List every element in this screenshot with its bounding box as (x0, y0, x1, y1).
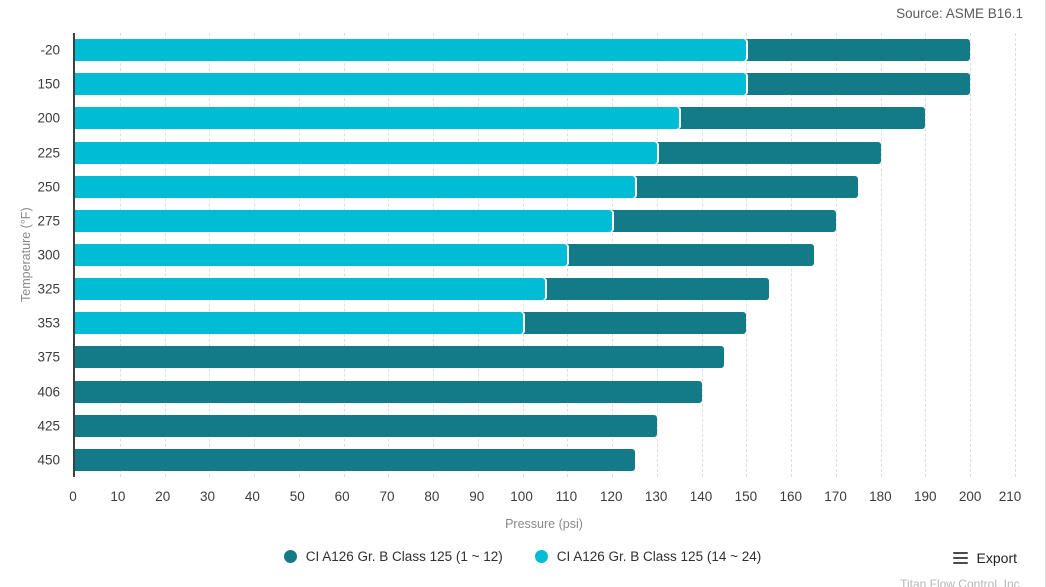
bar-series1-425[interactable] (75, 414, 657, 437)
bar-series2--20[interactable] (75, 39, 747, 62)
x-tick-label: 40 (244, 489, 260, 504)
x-tick-label: 130 (644, 489, 668, 504)
bar-series2-300[interactable] (75, 243, 568, 266)
bar-series2-325[interactable] (75, 278, 545, 301)
y-tick-label: 375 (37, 349, 60, 365)
bar-series2-225[interactable] (75, 141, 657, 164)
x-tick-label: 100 (510, 489, 533, 504)
bar-row-353 (75, 306, 1015, 340)
x-tick-label: 200 (958, 489, 982, 504)
x-tick-label: 0 (69, 489, 77, 504)
y-tick-label: 406 (37, 384, 60, 400)
y-tick-label: 275 (37, 213, 60, 229)
y-tick-label: 300 (37, 247, 60, 263)
y-tick-label: 225 (37, 145, 60, 161)
legend: CI A126 Gr. B Class 125 (1 ~ 12) CI A126 … (0, 549, 1045, 564)
x-tick-label: 160 (779, 489, 802, 504)
bar-row-275 (75, 204, 1015, 238)
x-tick-label: 210 (998, 489, 1022, 504)
x-tick-label: 170 (824, 489, 847, 504)
bar-series1-375[interactable] (75, 346, 725, 369)
x-tick-label: 120 (600, 489, 623, 504)
hamburger-menu-icon (952, 551, 968, 565)
bar-series1-450[interactable] (75, 448, 635, 471)
x-tick-label: 60 (334, 489, 350, 504)
y-tick-label: 150 (37, 76, 60, 92)
bar-series2-150[interactable] (75, 73, 747, 96)
y-tick-label: 250 (37, 179, 60, 195)
legend-item-series2[interactable]: CI A126 Gr. B Class 125 (14 ~ 24) (534, 549, 762, 564)
x-axis-title: Pressure (psi) (505, 517, 583, 531)
bar-row-150 (75, 67, 1015, 101)
x-tick-label: 20 (155, 489, 171, 504)
y-tick-label: 353 (37, 315, 60, 331)
bar-row-450 (75, 443, 1015, 477)
bar-series2-275[interactable] (75, 209, 613, 232)
bar-row-250 (75, 170, 1015, 204)
gridline (880, 33, 882, 477)
bar-row-375 (75, 340, 1015, 374)
x-tick-label: 190 (914, 489, 937, 504)
bar-row-325 (75, 272, 1015, 306)
x-axis-labels: 0 10 20 30 40 50 60 70 80 90 100 110 120 130 140 150 160… (69, 489, 1021, 509)
y-tick-label: -20 (40, 42, 60, 58)
bar-row-225 (75, 135, 1015, 169)
y-axis-labels: -20 150 200 225 250 275 300 325 353 375 406 425 450 (0, 33, 60, 477)
x-tick-label: 110 (555, 489, 578, 504)
bar-row-200 (75, 101, 1015, 135)
legend-label: CI A126 Gr. B Class 125 (1 ~ 12) (305, 549, 503, 564)
legend-label: CI A126 Gr. B Class 125 (14 ~ 24) (556, 549, 762, 564)
bar-row-300 (75, 238, 1015, 272)
x-tick-label: 10 (110, 489, 126, 504)
bar-row--20 (75, 33, 1015, 67)
watermark-credit: Titan Flow Control, Inc. (900, 577, 1023, 587)
y-tick-label: 425 (37, 418, 60, 434)
export-button[interactable]: Export (952, 550, 1017, 566)
legend-marker-icon (534, 550, 548, 563)
gridline (835, 33, 837, 477)
y-tick-label: 450 (37, 452, 60, 468)
y-tick-label: 325 (37, 281, 60, 297)
legend-marker-icon (283, 550, 297, 563)
bar-series2-200[interactable] (75, 107, 680, 130)
bar-series1-406[interactable] (75, 380, 702, 403)
source-label: Source: ASME B16.1 (896, 6, 1023, 21)
bar-series2-353[interactable] (75, 312, 523, 335)
x-tick-label: 180 (869, 489, 892, 504)
y-tick-label: 200 (37, 110, 60, 126)
plot-area (73, 33, 1016, 477)
x-tick-label: 70 (379, 489, 395, 504)
x-tick-label: 150 (734, 489, 758, 504)
gridline (970, 33, 972, 477)
bar-series2-250[interactable] (75, 175, 635, 198)
bar-row-425 (75, 409, 1015, 443)
bar-row-406 (75, 375, 1015, 409)
gridline (925, 33, 927, 477)
gridline (1015, 33, 1016, 477)
x-tick-label: 140 (689, 489, 713, 504)
x-tick-label: 50 (289, 489, 305, 504)
legend-item-series1[interactable]: CI A126 Gr. B Class 125 (1 ~ 12) (283, 549, 503, 564)
x-tick-label: 80 (424, 489, 440, 504)
export-label: Export (976, 550, 1017, 566)
x-tick-label: 30 (200, 489, 216, 504)
x-tick-label: 90 (469, 489, 485, 504)
